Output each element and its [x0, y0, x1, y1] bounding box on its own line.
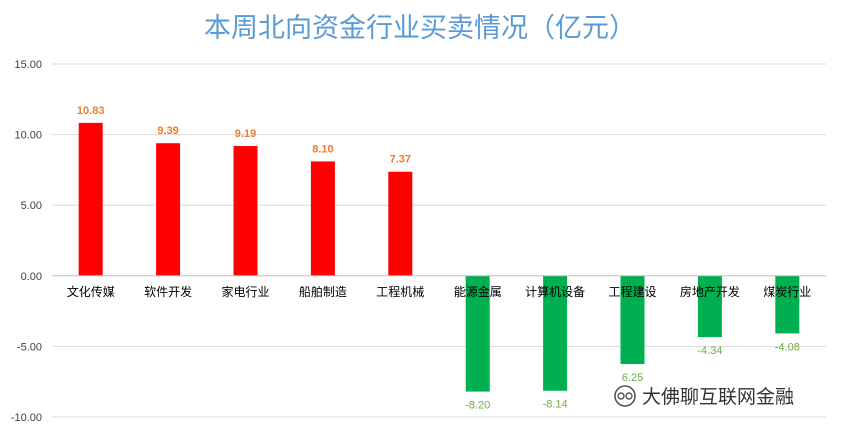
bar-9 [697, 275, 722, 338]
data-label: 10.83 [77, 105, 105, 117]
data-label: 9.19 [235, 128, 256, 140]
chart-title: 本周北向资金行业买卖情况（亿元） [204, 13, 636, 44]
gridlines [52, 63, 826, 418]
category-label: 船舶制造 [299, 284, 347, 299]
category-label: 家电行业 [221, 284, 269, 299]
bar-7 [543, 275, 568, 391]
bar-2 [156, 143, 181, 276]
category-label: 软件开发 [144, 284, 192, 299]
bar-5 [388, 171, 413, 276]
y-tick-label: -5.00 [17, 341, 42, 353]
category-label: 房地产开发 [680, 284, 740, 299]
data-label: 8.10 [312, 143, 333, 155]
bars [78, 122, 800, 392]
bar-3 [233, 146, 258, 276]
category-label: 文化传媒 [67, 284, 115, 299]
category-label: 工程机械 [376, 284, 424, 299]
category-label: 能源金属 [454, 284, 502, 299]
wechat-official-account-icon [614, 385, 636, 407]
watermark-text: 大佛聊互联网金融 [642, 386, 794, 408]
watermark: 大佛聊互联网金融 [614, 385, 794, 408]
bar-6 [465, 275, 490, 392]
data-label: -4.08 [775, 341, 800, 353]
category-labels: 文化传媒 软件开发 家电行业 船舶制造 工程机械 能源金属 计算机设备 工程建设 房地产开发 煤炭… [67, 284, 812, 299]
data-label: -4.34 [697, 345, 722, 357]
y-tick-label: 0.00 [21, 271, 42, 283]
data-label: -8.14 [543, 399, 568, 411]
bar-1 [78, 122, 103, 276]
data-label: 9.39 [157, 125, 178, 137]
y-axis-ticks: -10.00 -5.00 0.00 5.00 10.00 15.00 [11, 59, 42, 424]
data-label: 6.25 [622, 372, 643, 384]
bar-4 [310, 161, 335, 276]
category-label: 煤炭行业 [763, 285, 811, 299]
bar-10 [775, 275, 800, 334]
data-labels: 10.83 9.39 9.19 8.10 7.37 -8.20 -8.14 6.25 -4.34… [77, 105, 800, 412]
y-tick-label: -10.00 [11, 412, 42, 424]
data-label: 7.37 [390, 154, 411, 166]
y-tick-label: 15.00 [14, 59, 42, 71]
bar-8 [620, 275, 645, 365]
y-tick-label: 5.00 [21, 200, 42, 212]
data-label: -8.20 [465, 400, 490, 412]
category-label: 计算机设备 [525, 284, 585, 299]
category-label: 工程建设 [608, 284, 656, 299]
y-tick-label: 10.00 [14, 130, 42, 142]
